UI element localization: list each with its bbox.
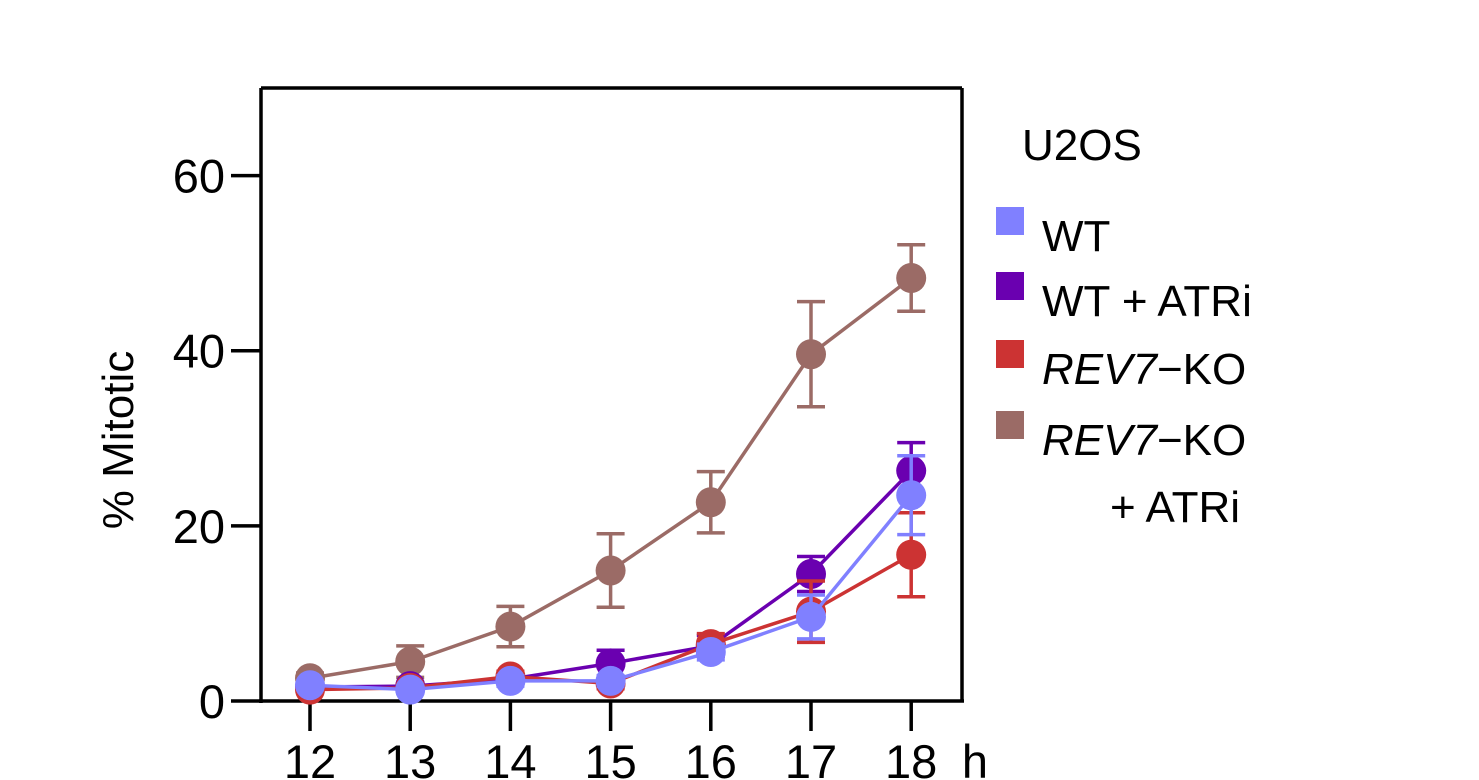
legend-title: U2OS	[1022, 121, 1142, 170]
legend-label: REV7−KO	[1042, 345, 1246, 394]
legend-label: WT + ATRi	[1042, 277, 1252, 326]
legend-item: REV7−KO + ATRi	[996, 411, 1246, 532]
legend-label: REV7−KO	[1042, 416, 1246, 465]
data-point	[495, 611, 526, 642]
legend-swatch	[996, 340, 1024, 368]
data-point	[896, 480, 927, 511]
legend-swatch	[996, 411, 1024, 439]
x-tick-label: 12	[284, 735, 336, 780]
legend-label: WT	[1042, 212, 1110, 261]
x-tick-label: 15	[584, 735, 636, 780]
x-tick-label: 16	[685, 735, 737, 780]
data-point	[595, 665, 626, 696]
data-point	[896, 263, 927, 294]
data-point	[395, 646, 426, 677]
data-point	[796, 601, 826, 632]
x-tick-label: 18	[885, 735, 937, 780]
data-point	[295, 670, 325, 701]
data-point	[896, 539, 927, 570]
legend-item: REV7−KO	[996, 340, 1246, 394]
data-point	[695, 487, 726, 518]
x-tick-label: 13	[384, 735, 436, 780]
legend: U2OS WT WT + ATRi REV7−KO REV7−KO + ATRi	[996, 121, 1252, 532]
data-point	[695, 636, 726, 667]
y-tick-label: 60	[173, 150, 225, 203]
series-0	[295, 454, 927, 705]
data-point	[395, 674, 426, 705]
x-tick-label: 14	[484, 735, 536, 780]
data-point	[796, 339, 826, 370]
series-layer	[295, 243, 927, 705]
legend-label-line2: + ATRi	[1110, 483, 1240, 532]
data-point	[595, 555, 626, 586]
legend-swatch	[996, 207, 1024, 235]
data-point	[495, 665, 526, 696]
y-axis-title: % Mitotic	[94, 351, 143, 529]
series-3	[295, 243, 927, 694]
x-axis-unit: h	[962, 735, 988, 780]
legend-item: WT	[996, 207, 1110, 261]
legend-swatch	[996, 272, 1024, 300]
x-tick-label: 17	[785, 735, 837, 780]
y-tick-label: 0	[199, 675, 225, 728]
axes: 0 20 40 60 12 13 14 15 16 17 18	[173, 86, 964, 780]
legend-item: WT + ATRi	[996, 272, 1252, 326]
y-tick-label: 40	[173, 325, 225, 378]
y-tick-label: 20	[173, 500, 225, 553]
